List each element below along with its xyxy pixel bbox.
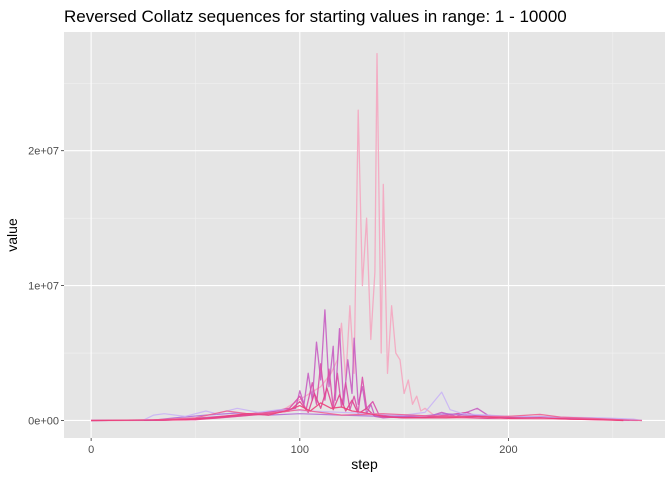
x-axis-title: step: [351, 456, 378, 472]
series-line: [91, 363, 630, 422]
x-tick-label: 0: [88, 444, 94, 456]
y-tick-label: 1e+07: [28, 281, 59, 293]
series-line: [91, 409, 643, 422]
y-tick-label: 0e+00: [28, 415, 59, 427]
plot-panel: [64, 32, 665, 438]
chart-title: Reversed Collatz sequences for starting …: [64, 7, 567, 26]
y-axis-ticks: 0e+00 1e+07 2e+07: [28, 146, 64, 427]
x-axis-ticks: 0 100 200: [88, 438, 518, 456]
series-lines: [91, 52, 643, 422]
y-tick-label: 2e+07: [28, 146, 59, 158]
y-axis-title: value: [4, 218, 20, 252]
grid-lines: [64, 32, 665, 438]
x-tick-label: 100: [291, 444, 309, 456]
x-tick-label: 200: [499, 444, 517, 456]
series-line: [91, 402, 624, 422]
